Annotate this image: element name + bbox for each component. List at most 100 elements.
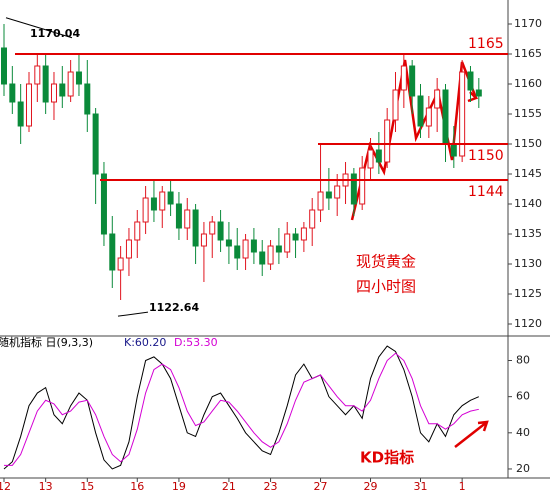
kd-tick-label: 40 [516, 426, 530, 439]
kd-tick-label: 80 [516, 354, 530, 367]
y-tick-label: 1120 [514, 317, 542, 330]
candle-body [259, 251, 266, 265]
candle-body [400, 65, 407, 91]
candle-body [75, 71, 82, 85]
x-tick-label: 12 [0, 480, 11, 493]
candle-body [9, 83, 16, 103]
kd-tick-label: 20 [516, 462, 530, 475]
candle-body [167, 191, 174, 205]
candle-body [350, 173, 357, 205]
candle-body [1, 47, 7, 85]
candle-body [209, 221, 216, 235]
candle-body [300, 227, 307, 241]
candle-body [234, 245, 241, 259]
indicator-title: 随机指标 日(9,3,3) [0, 335, 93, 349]
level-label: 1144 [468, 184, 504, 200]
kd-line [4, 352, 479, 466]
y-tick-label: 1130 [514, 257, 542, 270]
candle-body [192, 209, 199, 247]
candle-body [34, 65, 41, 85]
y-tick-label: 1135 [514, 227, 542, 240]
candle-body [334, 185, 341, 199]
low-pointer [117, 311, 149, 317]
candle-body [59, 83, 66, 97]
candle-body [375, 149, 382, 163]
candle-body [267, 245, 274, 265]
candle-body [109, 233, 116, 271]
kd-tick-label: 60 [516, 390, 530, 403]
x-tick-label: 1 [459, 480, 466, 493]
low-label: 1122.64 [149, 301, 199, 314]
candle-body [217, 221, 224, 241]
candle-body [25, 83, 32, 127]
candle-body [42, 65, 49, 103]
x-tick-label: 13 [39, 480, 53, 493]
x-tick-label: 23 [264, 480, 278, 493]
candle-body [84, 83, 91, 115]
x-tick-label: 29 [364, 480, 378, 493]
candle-body [317, 191, 324, 211]
chart-subtitle: 四小时图 [356, 278, 416, 296]
candle-body [159, 191, 166, 211]
candle-body [250, 239, 257, 253]
candle-body [459, 71, 466, 157]
candle-body [442, 89, 449, 145]
y-tick-label: 1150 [514, 137, 542, 150]
kd-arrow [454, 420, 489, 448]
candle-body [309, 209, 316, 229]
y-tick-label: 1165 [514, 47, 542, 60]
chart-title: 现货黄金 [356, 253, 416, 271]
candle-body [367, 149, 374, 169]
candle-body [417, 95, 424, 127]
candle-body [92, 113, 99, 175]
candle-body [117, 257, 124, 271]
candle-body [359, 167, 366, 205]
x-tick-label: 19 [172, 480, 186, 493]
y-tick-label: 1160 [514, 77, 542, 90]
candle-body [175, 203, 182, 229]
d-value: D:53.30 [174, 336, 218, 349]
x-tick-label: 16 [130, 480, 144, 493]
candle-body [325, 191, 332, 199]
candle-body [292, 233, 299, 241]
x-tick-label: 21 [222, 480, 236, 493]
candle-body [425, 107, 432, 127]
y-tick-label: 1140 [514, 197, 542, 210]
x-tick-label: 15 [80, 480, 94, 493]
y-tick-label: 1125 [514, 287, 542, 300]
candle-body [134, 221, 141, 241]
x-tick-label: 31 [414, 480, 428, 493]
candle-body [50, 83, 57, 103]
candle-body [275, 245, 282, 253]
high-pointer [5, 17, 73, 39]
candle-body [409, 65, 416, 97]
candle-body [184, 209, 191, 229]
candle-body [125, 239, 132, 259]
candle-body [150, 197, 157, 211]
k-value: K:60.20 [124, 336, 166, 349]
y-tick-label: 1155 [514, 107, 542, 120]
candle-body [200, 233, 207, 247]
level-label: 1165 [468, 36, 504, 52]
candle-body [434, 89, 441, 109]
candle-body [284, 233, 291, 253]
candle-body [142, 197, 149, 223]
candle-body [475, 89, 482, 97]
y-tick-label: 1170 [514, 17, 542, 30]
candle-body [450, 143, 457, 157]
candle-body [467, 71, 474, 91]
y-tick-label: 1145 [514, 167, 542, 180]
candle-body [17, 101, 24, 127]
level-label: 1150 [468, 148, 504, 164]
kd-line [3, 345, 480, 470]
candle-body [242, 239, 249, 259]
x-tick-label: 27 [314, 480, 328, 493]
high-label: 1170.04 [30, 27, 80, 40]
candle-body [225, 239, 232, 247]
candle-body [67, 71, 74, 97]
arrow-path [350, 59, 478, 221]
candle-body [392, 89, 399, 121]
